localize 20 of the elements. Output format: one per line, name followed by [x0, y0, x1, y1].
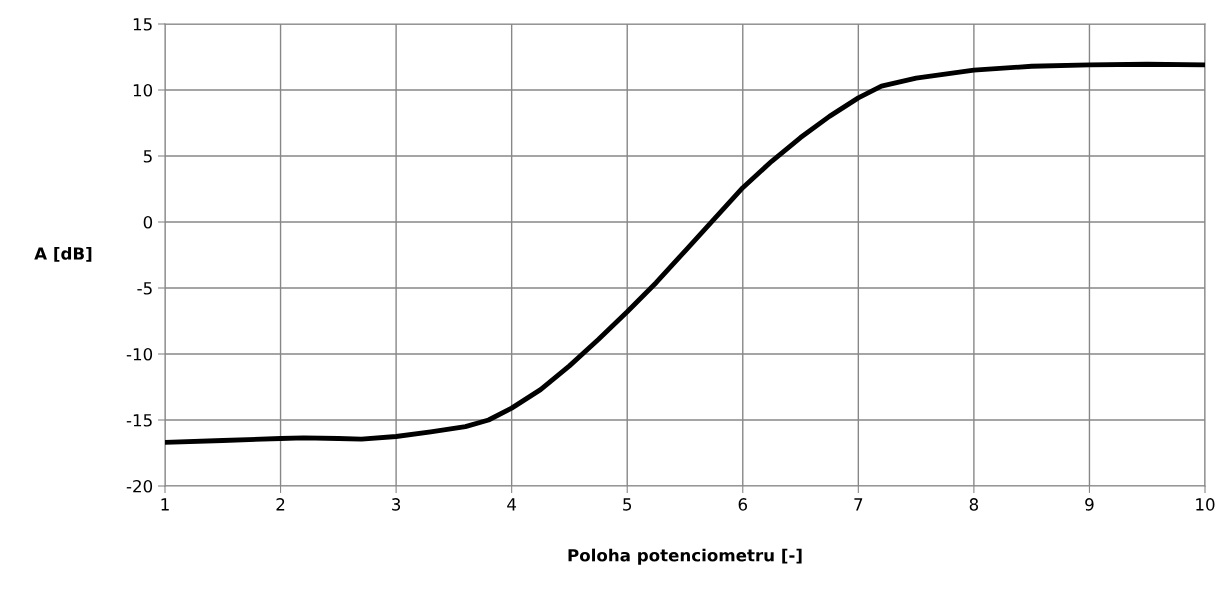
x-axis-title: Poloha potenciometru [-] [568, 548, 802, 565]
y-tick-label: 5 [143, 150, 152, 163]
y-tick-label: -5 [137, 282, 152, 295]
y-tick-label: 0 [143, 215, 153, 229]
y-tick-label: 15 [133, 18, 152, 31]
y-tick-label: 10 [133, 83, 153, 97]
x-tick-label: 1 [161, 498, 169, 511]
x-tick-label: 8 [969, 498, 979, 511]
x-tick-label: 3 [392, 498, 401, 511]
x-tick-label: 9 [1085, 498, 1094, 511]
y-tick-label: -20 [126, 479, 153, 493]
x-tick-label: 4 [507, 498, 517, 511]
x-tick-label: 2 [276, 498, 285, 511]
x-tick-label: 5 [623, 498, 632, 511]
y-tick-label: -10 [126, 347, 153, 361]
x-tick-label: 6 [738, 498, 748, 511]
y-tick-label: -15 [126, 414, 152, 427]
x-tick-label: 10 [1196, 498, 1215, 511]
y-axis-title: A [dB] [34, 246, 92, 262]
x-tick-label: 7 [854, 498, 863, 511]
